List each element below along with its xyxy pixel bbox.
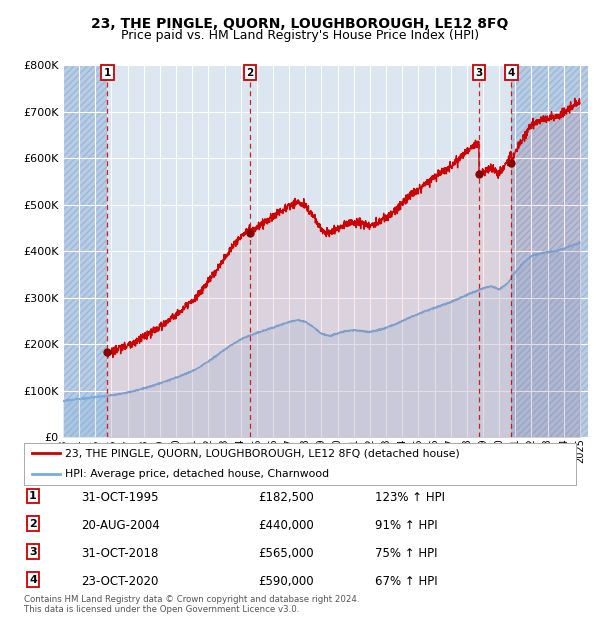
Bar	[63, 65, 107, 437]
Text: £565,000: £565,000	[258, 547, 314, 560]
Text: HPI: Average price, detached house, Charnwood: HPI: Average price, detached house, Char…	[65, 469, 329, 479]
Text: 67% ↑ HPI: 67% ↑ HPI	[375, 575, 437, 588]
Text: 1: 1	[104, 68, 111, 78]
Text: 91% ↑ HPI: 91% ↑ HPI	[375, 519, 437, 532]
Text: This data is licensed under the Open Government Licence v3.0.: This data is licensed under the Open Gov…	[24, 604, 299, 614]
Text: 23-OCT-2020: 23-OCT-2020	[81, 575, 158, 588]
Text: 1: 1	[29, 491, 37, 501]
Text: 4: 4	[508, 68, 515, 78]
Text: 4: 4	[29, 575, 37, 585]
Text: 3: 3	[475, 68, 482, 78]
Text: 2: 2	[247, 68, 254, 78]
Text: £440,000: £440,000	[258, 519, 314, 532]
Text: £590,000: £590,000	[258, 575, 314, 588]
Text: £182,500: £182,500	[258, 491, 314, 504]
Bar	[511, 65, 588, 437]
Text: Price paid vs. HM Land Registry's House Price Index (HPI): Price paid vs. HM Land Registry's House …	[121, 29, 479, 42]
Text: Contains HM Land Registry data © Crown copyright and database right 2024.: Contains HM Land Registry data © Crown c…	[24, 595, 359, 604]
Text: 23, THE PINGLE, QUORN, LOUGHBOROUGH, LE12 8FQ (detached house): 23, THE PINGLE, QUORN, LOUGHBOROUGH, LE1…	[65, 448, 460, 458]
Text: 3: 3	[29, 547, 37, 557]
Text: 123% ↑ HPI: 123% ↑ HPI	[375, 491, 445, 504]
Bar	[63, 65, 107, 437]
Text: 23, THE PINGLE, QUORN, LOUGHBOROUGH, LE12 8FQ: 23, THE PINGLE, QUORN, LOUGHBOROUGH, LE1…	[91, 17, 509, 32]
Text: 75% ↑ HPI: 75% ↑ HPI	[375, 547, 437, 560]
Bar	[511, 65, 588, 437]
Text: 2: 2	[29, 519, 37, 529]
Text: 20-AUG-2004: 20-AUG-2004	[81, 519, 160, 532]
Text: 31-OCT-1995: 31-OCT-1995	[81, 491, 158, 504]
Text: 31-OCT-2018: 31-OCT-2018	[81, 547, 158, 560]
